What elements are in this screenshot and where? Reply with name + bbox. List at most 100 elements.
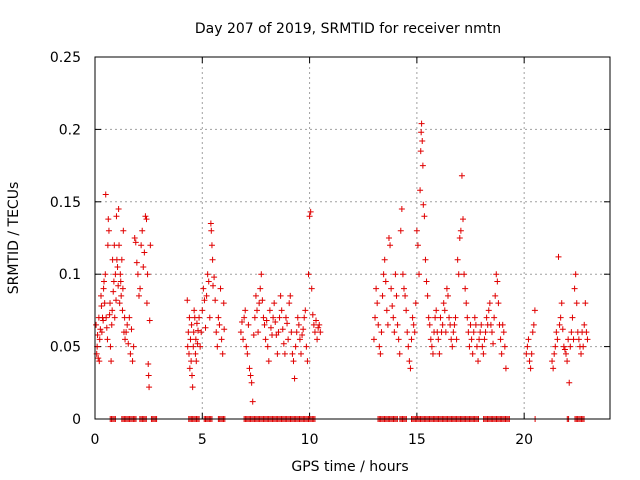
data-point [571, 285, 578, 292]
data-point [552, 343, 559, 350]
data-point [402, 292, 409, 299]
data-point [501, 343, 508, 350]
data-point [425, 314, 432, 321]
data-point [95, 355, 102, 362]
data-point [573, 300, 580, 307]
data-point [96, 336, 103, 343]
data-point [260, 314, 267, 321]
data-point [117, 278, 124, 285]
data-point [555, 253, 562, 260]
data-point [424, 292, 431, 299]
data-point [205, 278, 212, 285]
data-point [197, 343, 204, 350]
data-point [453, 336, 460, 343]
data-point [298, 350, 304, 357]
data-point [193, 358, 200, 365]
data-point [237, 329, 244, 336]
data-point [494, 278, 501, 285]
data-point [549, 358, 556, 365]
data-point [251, 314, 258, 321]
data-point [419, 162, 426, 169]
x-tick-label: 15 [408, 432, 426, 448]
data-point [389, 303, 396, 310]
data-point [192, 350, 199, 357]
data-point [192, 336, 199, 343]
data-point [372, 314, 379, 321]
data-point [185, 329, 192, 336]
data-point [287, 292, 294, 299]
data-point [396, 350, 403, 357]
data-point [120, 227, 127, 234]
data-point [414, 242, 421, 249]
data-point [184, 297, 191, 304]
data-point [491, 314, 498, 321]
y-tick-label: 0.1 [59, 267, 81, 283]
data-point [290, 358, 297, 365]
data-point [479, 343, 486, 350]
data-point [486, 300, 493, 307]
x-tick-label: 20 [515, 432, 533, 448]
data-point [275, 329, 282, 336]
data-point [397, 227, 404, 234]
data-point [98, 292, 105, 299]
data-point [304, 358, 311, 365]
data-point [466, 343, 473, 350]
data-point [122, 336, 129, 343]
data-point [428, 343, 435, 350]
data-point [98, 303, 105, 310]
data-point [199, 307, 206, 314]
data-point [398, 206, 405, 213]
data-point [495, 300, 502, 307]
data-point [417, 187, 424, 194]
data-point [117, 271, 124, 278]
data-point [102, 191, 109, 198]
data-point [134, 271, 141, 278]
data-point [267, 324, 274, 331]
data-point [375, 321, 382, 328]
data-point [499, 321, 506, 328]
data-point [381, 256, 388, 263]
data-point [580, 343, 587, 350]
data-point [393, 292, 400, 299]
data-point [146, 317, 153, 324]
data-point [383, 307, 390, 314]
data-point [245, 321, 252, 328]
data-point [384, 321, 391, 328]
data-point [441, 307, 448, 314]
data-point [213, 329, 220, 336]
data-point [454, 256, 461, 263]
data-point [276, 314, 283, 321]
data-point [118, 292, 125, 299]
data-point [202, 324, 209, 331]
data-point [581, 321, 588, 328]
data-point [437, 314, 444, 321]
data-point [101, 300, 108, 307]
data-point [103, 314, 110, 321]
data-point [490, 340, 497, 347]
data-point [105, 227, 112, 234]
data-point [296, 336, 303, 343]
data-point [209, 256, 216, 263]
data-point [483, 314, 490, 321]
data-point [558, 300, 565, 307]
data-point [142, 213, 149, 220]
data-point [480, 350, 487, 357]
data-point [411, 329, 418, 336]
data-point [374, 300, 381, 307]
data-point [569, 314, 576, 321]
data-point [246, 365, 253, 372]
data-point [98, 329, 105, 336]
data-point [570, 336, 577, 343]
data-point [460, 216, 467, 223]
data-point [115, 206, 122, 213]
data-point [127, 350, 134, 357]
data-point [303, 343, 310, 350]
data-point [116, 300, 123, 307]
data-point [188, 358, 195, 365]
data-point [272, 318, 279, 325]
data-point [464, 314, 471, 321]
data-point [412, 300, 419, 307]
data-point [409, 314, 416, 321]
data-point [568, 329, 575, 336]
data-point [212, 297, 219, 304]
